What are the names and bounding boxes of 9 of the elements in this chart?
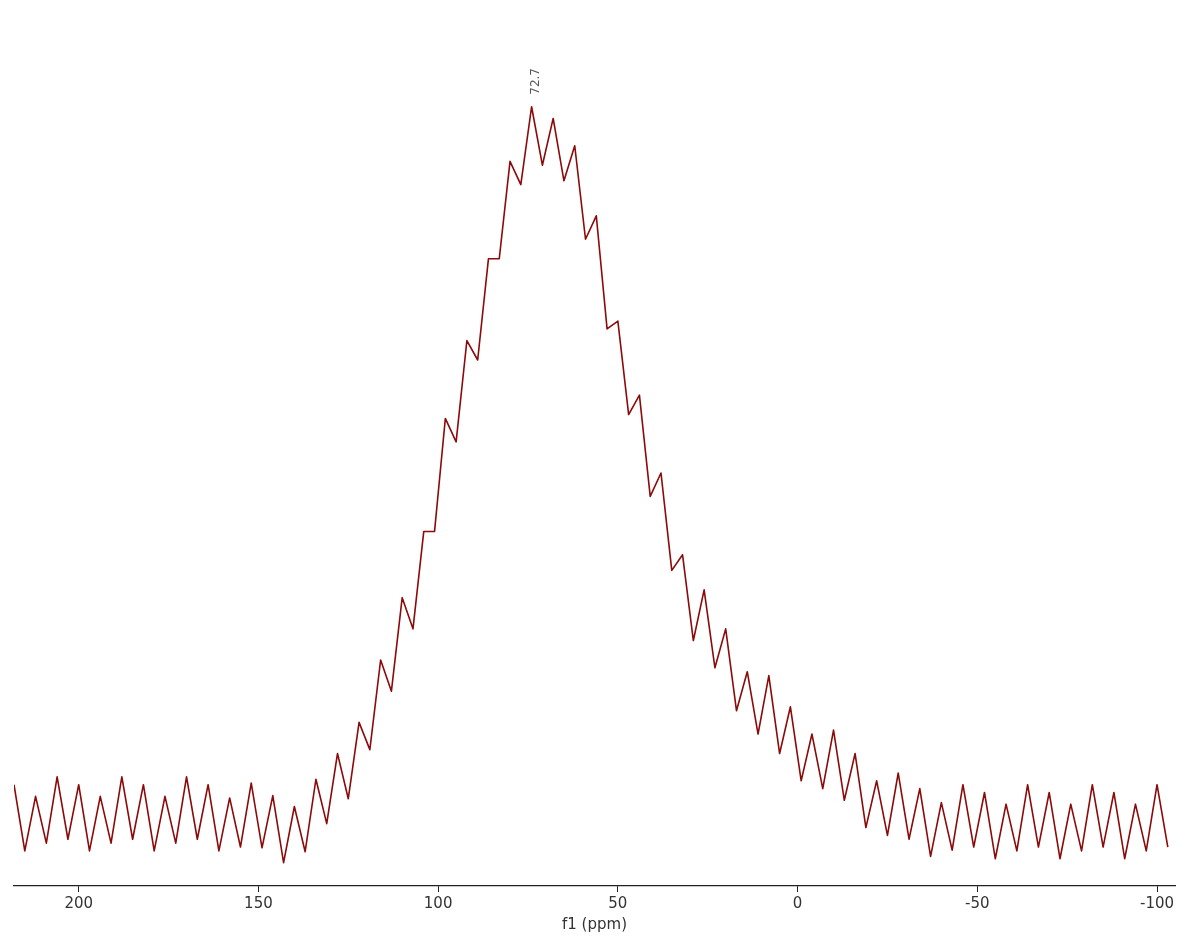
x-tick-label: 0 [792,893,803,912]
x-axis-title: f1 (ppm) [562,914,627,933]
x-tick-label: -100 [1140,893,1175,912]
x-tick-label: 150 [244,893,273,912]
x-tick-label: -50 [965,893,990,912]
x-tick-label: 200 [64,893,94,912]
x-tick-label: 100 [423,893,453,912]
x-tick-label: 50 [608,893,628,912]
annotation: 72.7 [528,68,543,95]
